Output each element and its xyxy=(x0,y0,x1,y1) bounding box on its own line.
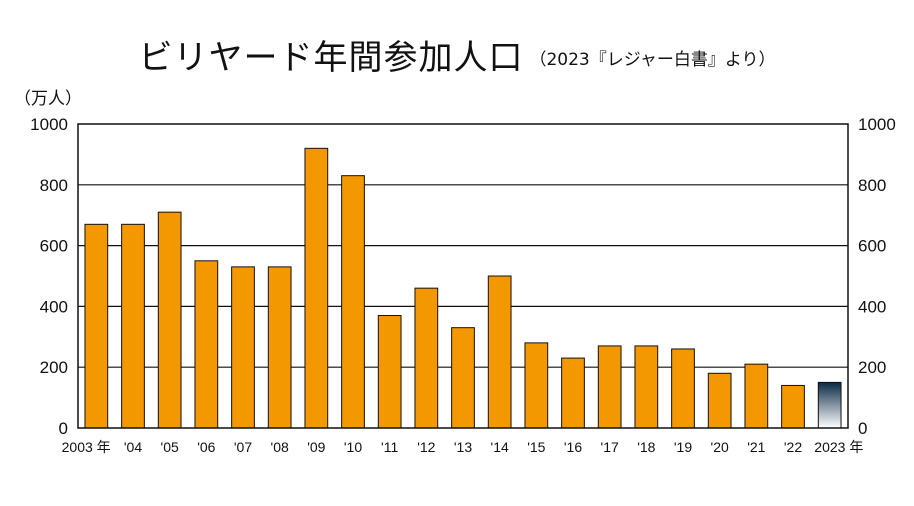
x-tick-label: '05 xyxy=(161,439,179,455)
x-tick-label: '07 xyxy=(234,439,252,455)
y-axis-right: 0 200 400 600 800 1000 xyxy=(858,115,896,438)
x-tick-label: '09 xyxy=(307,439,325,455)
x-tick-label: '22 xyxy=(784,439,802,455)
x-tick-label: '20 xyxy=(711,439,729,455)
x-tick-label: 2023 年 xyxy=(814,439,863,455)
x-tick-label: '16 xyxy=(564,439,582,455)
bar-highlight xyxy=(817,381,842,429)
bar xyxy=(561,357,585,429)
y-tick-label-left: 800 xyxy=(40,176,68,195)
bar xyxy=(267,266,292,429)
x-axis: 2003 年 '04 '05 '06 '07 '08 '09 '10 '11 '12 '13 '14 '… xyxy=(62,439,864,455)
y-tick-label-right: 400 xyxy=(858,297,886,316)
x-tick-label: '15 xyxy=(527,439,545,455)
x-tick-label: '11 xyxy=(381,439,398,455)
x-tick-label: '17 xyxy=(601,439,619,455)
x-tick-label: '13 xyxy=(454,439,472,455)
bar xyxy=(121,223,145,429)
bar xyxy=(597,345,622,429)
y-tick-label-left: 0 xyxy=(59,419,68,438)
y-tick-label-right: 600 xyxy=(858,237,886,256)
y-tick-label-right: 1000 xyxy=(858,115,896,134)
y-axis-unit-label: （万人） xyxy=(14,89,82,109)
y-tick-label-right: 800 xyxy=(858,176,886,195)
y-tick-label-right: 200 xyxy=(858,358,886,377)
y-tick-label-left: 600 xyxy=(40,237,68,256)
y-tick-label-right: 0 xyxy=(858,419,867,438)
chart-title-block: ビリヤード年間参加人口 （2023『レジャー白書』より） xyxy=(0,30,914,79)
bar xyxy=(634,345,659,429)
x-tick-label: '21 xyxy=(747,439,765,455)
x-tick-label: 2003 年 xyxy=(62,439,111,455)
x-tick-label: '14 xyxy=(491,439,509,455)
x-tick-label: '08 xyxy=(271,439,289,455)
x-tick-label: '06 xyxy=(197,439,215,455)
chart-subtitle: （2023『レジャー白書』より） xyxy=(529,50,776,70)
bar xyxy=(194,260,219,429)
bar xyxy=(377,315,402,429)
bar xyxy=(84,223,109,429)
bar xyxy=(414,287,439,429)
x-tick-label: '04 xyxy=(124,439,142,455)
bar xyxy=(451,327,475,429)
y-axis-left: 0 200 400 600 800 1000 xyxy=(30,115,68,438)
bar xyxy=(707,372,732,429)
bar xyxy=(524,342,549,429)
bars xyxy=(84,147,842,429)
bar xyxy=(231,266,255,429)
chart-title: ビリヤード年間参加人口 xyxy=(138,38,524,78)
y-tick-label-left: 400 xyxy=(40,297,68,316)
bar xyxy=(781,384,805,429)
x-tick-label: '18 xyxy=(637,439,655,455)
bar xyxy=(304,147,329,429)
bar xyxy=(671,348,695,429)
bar xyxy=(157,211,182,429)
y-tick-label-left: 200 xyxy=(40,358,68,377)
x-tick-label: '12 xyxy=(417,439,435,455)
y-tick-label-left: 1000 xyxy=(30,115,68,134)
bar xyxy=(487,275,512,429)
x-tick-label: '19 xyxy=(674,439,692,455)
plot-frame xyxy=(77,123,849,429)
bar xyxy=(341,175,365,429)
x-tick-label: '10 xyxy=(344,439,362,455)
bar xyxy=(744,363,769,429)
